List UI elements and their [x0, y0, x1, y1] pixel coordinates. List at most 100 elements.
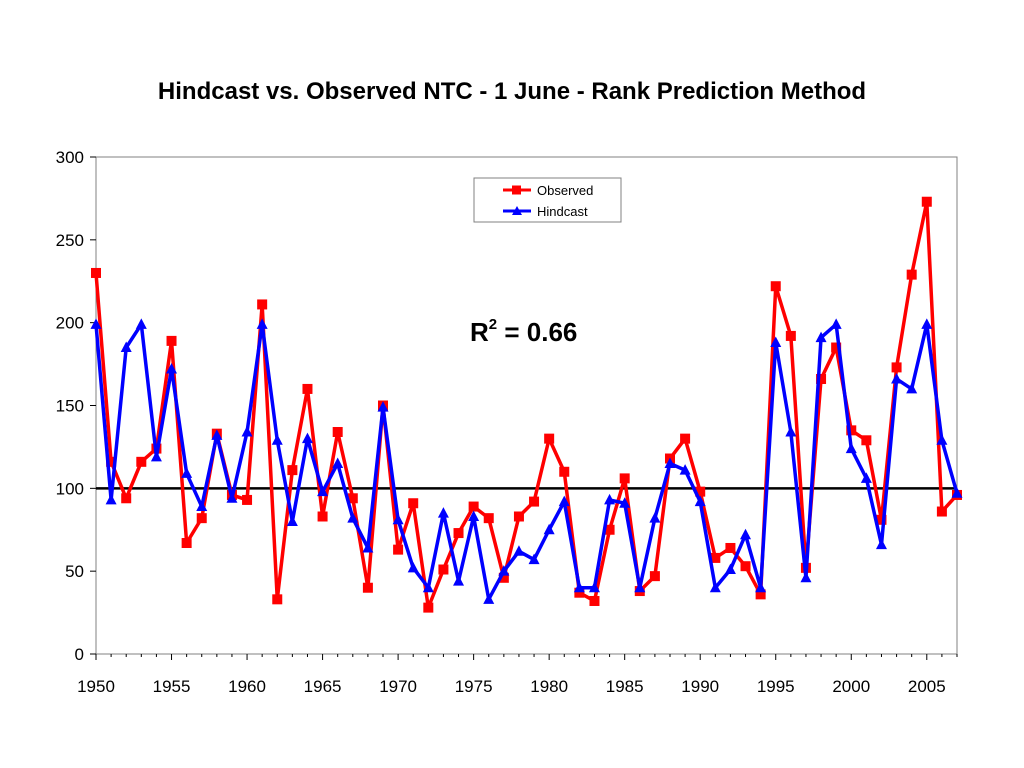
data-point-observed	[740, 561, 751, 572]
data-point-hindcast	[407, 561, 419, 573]
data-point-hindcast	[301, 432, 313, 444]
data-point-observed	[831, 342, 842, 353]
data-point-hindcast	[422, 581, 434, 593]
data-point-hindcast	[558, 495, 570, 507]
y-tick-label: 50	[65, 562, 84, 581]
data-point-observed	[906, 269, 917, 280]
data-point-hindcast	[634, 581, 646, 593]
data-point-hindcast	[543, 523, 555, 535]
data-point-observed	[483, 513, 494, 524]
y-tick-label: 0	[75, 645, 84, 664]
data-point-observed	[589, 595, 600, 606]
legend-observed-label: Observed	[537, 183, 593, 198]
data-point-observed	[423, 602, 434, 613]
data-point-hindcast	[437, 507, 449, 518]
x-tick-label: 1975	[455, 677, 493, 696]
y-tick-label: 150	[56, 397, 84, 416]
x-axis: 1950 1955 1960 1965 1970 1975 1980 1985 1990 1995…	[77, 654, 958, 696]
series-hindcast	[90, 318, 963, 604]
x-tick-label: 1960	[228, 677, 266, 696]
r-squared-value: = 0.66	[497, 317, 577, 347]
data-point-hindcast	[256, 318, 268, 329]
data-point-hindcast	[347, 512, 359, 523]
data-point-observed	[272, 594, 283, 605]
data-point-observed	[619, 473, 630, 484]
chart-title: Hindcast vs. Observed NTC - 1 June - Ran…	[157, 78, 867, 105]
x-tick-label: 1970	[379, 677, 417, 696]
data-point-hindcast	[785, 426, 797, 437]
data-point-hindcast	[271, 434, 283, 445]
data-point-hindcast	[105, 493, 117, 505]
data-point-hindcast	[362, 541, 374, 553]
x-tick-label: 1995	[757, 677, 795, 696]
data-point-observed	[876, 514, 887, 525]
data-point-hindcast	[921, 318, 933, 329]
data-point-observed	[393, 544, 404, 555]
data-point-hindcast	[166, 363, 178, 374]
data-point-hindcast	[226, 492, 238, 503]
data-point-hindcast	[573, 581, 585, 593]
data-point-observed	[242, 494, 253, 505]
x-tick-label: 1985	[606, 677, 644, 696]
data-point-hindcast	[181, 467, 193, 478]
x-tick-label: 1955	[153, 677, 191, 696]
data-point-observed	[136, 456, 147, 467]
data-point-observed	[680, 433, 691, 444]
x-tick-label: 1965	[304, 677, 342, 696]
data-point-hindcast	[830, 318, 842, 329]
data-point-observed	[785, 330, 796, 341]
data-point-hindcast	[755, 581, 767, 593]
data-point-observed	[257, 299, 268, 310]
data-point-observed	[347, 493, 358, 504]
data-point-observed	[755, 589, 766, 600]
data-point-observed	[921, 196, 932, 207]
data-point-hindcast	[604, 493, 616, 505]
data-point-hindcast	[906, 382, 918, 394]
legend-hindcast-marker	[512, 206, 522, 215]
data-point-observed	[544, 433, 555, 444]
data-point-hindcast	[891, 372, 903, 384]
data-point-hindcast	[513, 545, 525, 556]
data-point-hindcast	[951, 487, 963, 498]
data-point-hindcast	[211, 429, 223, 440]
x-tick-label: 2000	[832, 677, 870, 696]
data-point-observed	[513, 511, 524, 522]
data-point-hindcast	[392, 513, 404, 525]
data-point-observed	[559, 466, 570, 477]
data-point-hindcast	[196, 500, 208, 512]
r-squared-base: R	[470, 317, 489, 347]
data-point-hindcast	[936, 434, 948, 445]
data-point-hindcast	[724, 563, 736, 575]
data-point-observed	[166, 335, 177, 346]
data-point-observed	[408, 498, 419, 509]
data-point-hindcast	[135, 318, 147, 329]
x-tick-label: 1990	[681, 677, 719, 696]
data-point-hindcast	[815, 331, 827, 343]
legend-observed-marker	[512, 185, 521, 195]
plot-area	[95, 156, 958, 655]
data-point-observed	[438, 564, 449, 575]
data-point-hindcast	[241, 426, 253, 437]
data-point-hindcast	[649, 512, 661, 523]
data-point-observed	[574, 587, 585, 598]
data-point-observed	[861, 435, 872, 446]
data-point-hindcast	[679, 464, 691, 475]
data-point-observed	[91, 267, 101, 278]
y-tick-label: 300	[56, 148, 84, 167]
x-tick-label: 1980	[530, 677, 568, 696]
data-point-observed	[332, 427, 343, 438]
data-point-observed	[695, 486, 706, 497]
data-point-hindcast	[800, 571, 812, 583]
data-point-observed	[604, 524, 615, 535]
data-point-observed	[846, 425, 857, 436]
data-point-hindcast	[317, 485, 329, 497]
data-point-hindcast	[150, 450, 162, 462]
x-tick-label: 2005	[908, 677, 946, 696]
x-tick-label: 1950	[77, 677, 115, 696]
data-point-hindcast	[860, 472, 872, 483]
legend-hindcast-label: Hindcast	[537, 204, 588, 219]
data-point-hindcast	[588, 581, 600, 593]
series-line-hindcast	[94, 322, 959, 602]
data-point-observed	[529, 496, 540, 507]
y-tick-label: 100	[56, 479, 84, 498]
